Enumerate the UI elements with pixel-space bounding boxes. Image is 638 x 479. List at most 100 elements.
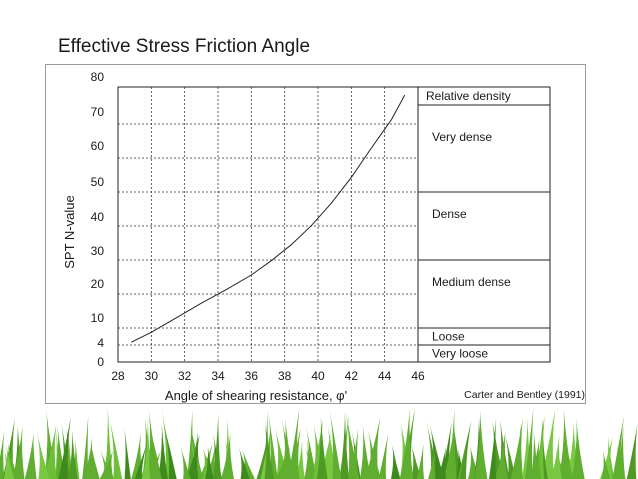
grass-blade: [202, 448, 213, 479]
figure-frame: [45, 64, 586, 404]
grass-blade: [457, 425, 471, 479]
grass-blade: [541, 408, 556, 479]
density-table: Relative density Very dense Dense Medium de…: [417, 86, 551, 363]
grass-blade: [82, 415, 89, 479]
y-tick-label: 50: [91, 175, 105, 189]
grass-blade: [135, 444, 147, 479]
grass-blade: [44, 410, 58, 479]
table-border: [417, 86, 551, 363]
grass-blade: [600, 437, 613, 479]
grass-blade: [4, 445, 15, 479]
grass-blade: [616, 426, 626, 479]
grass-blade: [150, 429, 162, 479]
x-tick-label: 36: [245, 369, 259, 383]
grass-blade: [13, 426, 25, 479]
grass-blade: [275, 428, 290, 479]
y-axis-label: SPT N-value: [62, 195, 77, 268]
x-tick-label: 30: [145, 369, 159, 383]
grass-decoration: [0, 407, 638, 479]
grass-blade: [551, 435, 562, 479]
grass-blade: [212, 413, 222, 479]
grass-blade: [163, 425, 177, 479]
x-tick-label: 38: [278, 369, 292, 383]
grass-blade: [411, 445, 422, 479]
grass-blade: [109, 417, 123, 479]
series-line: [131, 94, 406, 343]
grass-blade: [124, 427, 131, 479]
grass-blade: [339, 411, 350, 479]
grass-blade: [221, 433, 234, 479]
x-tick-label: 46: [411, 369, 425, 383]
table-row-label: Very dense: [432, 130, 492, 144]
y-tick-label: 0: [97, 355, 104, 369]
table-row-label: Loose: [432, 330, 465, 344]
y-tick-label: 4: [97, 336, 104, 350]
grid-layer: [117, 86, 419, 363]
grass-blade: [399, 408, 414, 479]
plot-border: [117, 86, 419, 363]
x-tick-label: 44: [378, 369, 392, 383]
grass-blade: [437, 446, 446, 479]
grass-blade: [313, 423, 327, 479]
x-tick-label: 34: [211, 369, 225, 383]
grass-blade: [99, 450, 114, 479]
grass-blade: [510, 418, 523, 479]
grass-blade: [378, 433, 389, 479]
grass-blade: [58, 416, 71, 479]
grass-blade: [571, 419, 585, 479]
table-row-label: Medium dense: [432, 275, 511, 289]
grass-blade: [68, 430, 78, 479]
grass-blade: [601, 450, 611, 479]
grass-blade: [29, 438, 37, 479]
grass-blade: [268, 410, 278, 479]
grass-blade: [281, 417, 294, 479]
grass-blade: [530, 438, 541, 479]
grass-blade: [489, 418, 497, 479]
grass-blade: [317, 415, 328, 479]
grass-blade: [416, 444, 424, 479]
table-header: Relative density: [426, 89, 511, 103]
grass-blade: [534, 415, 545, 479]
table-row-label: Very loose: [432, 347, 488, 361]
grass-blade: [180, 445, 191, 479]
x-tick-label: 40: [311, 369, 325, 383]
grass-blade: [391, 445, 401, 479]
x-tick-label: 32: [178, 369, 192, 383]
grass-blade: [365, 417, 381, 479]
grass-blade: [36, 432, 50, 479]
y-tick-label: 60: [91, 139, 105, 153]
table-row-label: Dense: [432, 207, 467, 221]
grass-blade: [474, 410, 488, 479]
tick-labels: 28 30 32 34 36 38 40 42 44 46 0 4 10 20 30 40 50 60 70 80: [91, 70, 425, 383]
grass-blade: [186, 434, 200, 479]
grass-blade: [205, 446, 214, 479]
grass-blade: [0, 431, 5, 479]
y-tick-label: 70: [91, 105, 105, 119]
grass-blade: [206, 444, 216, 479]
source-citation: Carter and Bentley (1991): [464, 389, 585, 401]
grass-blade: [319, 432, 332, 479]
grass-blade: [559, 409, 573, 479]
x-tick-label: 42: [345, 369, 359, 383]
grass-blade: [443, 426, 455, 479]
y-tick-label: 20: [91, 277, 105, 291]
grass-blade: [524, 407, 534, 479]
x-axis-label: Angle of shearing resistance, φ': [165, 388, 347, 403]
y-tick-label: 10: [91, 311, 105, 325]
grass-blade: [459, 419, 472, 479]
y-tick-label: 40: [91, 210, 105, 224]
x-tick-label: 28: [111, 369, 125, 383]
series-layer: [131, 94, 406, 343]
grass-blade: [83, 437, 96, 479]
y-tick-label: 80: [91, 70, 105, 84]
grass-blade: [43, 424, 57, 479]
grass-blade: [158, 423, 168, 479]
grass-blade: [264, 423, 275, 479]
grass-blade: [612, 415, 624, 479]
grass-blade: [329, 409, 342, 479]
grass-blade: [494, 438, 508, 479]
slide-title: Effective Stress Friction Angle: [58, 36, 311, 57]
grass-blade: [141, 443, 151, 479]
grass-blade: [238, 447, 250, 479]
